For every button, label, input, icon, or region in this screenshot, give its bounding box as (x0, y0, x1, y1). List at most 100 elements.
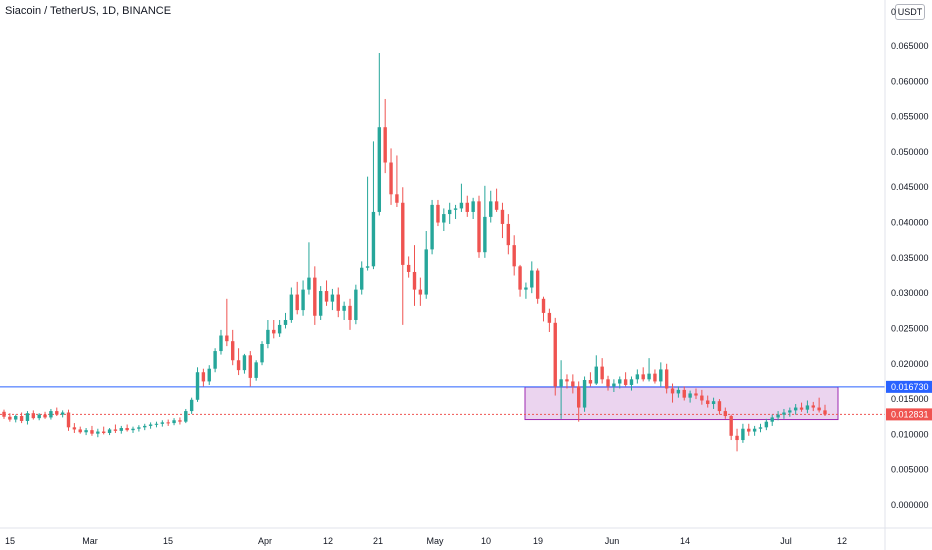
candle-body (782, 412, 786, 415)
y-tick-label-top: 0 (891, 7, 896, 17)
candle-body (336, 294, 340, 311)
candle-body (823, 410, 827, 415)
y-tick-label: 0.050000 (891, 147, 929, 157)
candle-body (706, 400, 710, 405)
candle-body (547, 312, 552, 323)
candle-body (453, 208, 458, 210)
candle-body (676, 389, 681, 394)
candle-body (207, 368, 211, 382)
y-tick-label: 0.000000 (891, 500, 929, 510)
candle-body (8, 416, 12, 420)
x-tick-label: May (426, 536, 444, 546)
candle-body (659, 369, 663, 382)
candle-body (653, 373, 657, 382)
candle-body (96, 431, 100, 434)
price-line-label-bg (886, 380, 932, 393)
candle-body (817, 407, 821, 411)
candle-body (776, 414, 780, 418)
candle-body (793, 407, 798, 411)
candle-body (541, 298, 546, 313)
candle-body (582, 380, 587, 408)
candle-body (594, 366, 598, 384)
candle-body (412, 271, 417, 290)
candle-body (154, 423, 159, 425)
candle-body (195, 372, 200, 400)
candle-body (500, 209, 505, 224)
candle-body (125, 428, 129, 431)
candle-body (483, 216, 487, 253)
candle-body (406, 264, 411, 272)
candle-body (694, 393, 698, 396)
candle-body (494, 201, 499, 210)
candle-body (635, 374, 640, 380)
candle-body (213, 351, 217, 369)
candle-body (201, 372, 206, 382)
candle-body (565, 379, 569, 382)
candle-body (711, 401, 716, 405)
candle-body (107, 429, 112, 433)
candle-body (189, 399, 194, 412)
candle-body (623, 379, 628, 385)
y-tick-label: 0.020000 (891, 359, 929, 369)
candle-body (471, 201, 475, 212)
candle-body (260, 343, 264, 363)
candle-body (389, 162, 393, 195)
candle-body (55, 411, 59, 415)
candle-body (113, 429, 118, 431)
candle-body (430, 204, 434, 250)
y-tick-label: 0.030000 (891, 288, 929, 298)
candle-body (741, 428, 745, 441)
candle-body (682, 389, 686, 398)
candle-body (559, 379, 563, 387)
candle-body (160, 422, 165, 424)
candle-body (612, 383, 616, 387)
candle-body (72, 427, 77, 430)
y-tick-label: 0.015000 (891, 394, 929, 404)
candle-body (348, 305, 352, 320)
candle-body (307, 277, 311, 290)
candle-body (377, 127, 382, 212)
candle-body (148, 424, 153, 426)
candle-body (360, 267, 364, 290)
candle-body (518, 266, 522, 290)
price-line-label: 0.016730 (891, 382, 929, 392)
currency-button[interactable]: USDT (895, 4, 925, 20)
candle-body (66, 412, 71, 428)
candle-body (752, 428, 757, 432)
candle-body (101, 431, 106, 433)
candle-body (131, 428, 135, 431)
candle-body (49, 411, 53, 418)
y-tick-label: 0.040000 (891, 218, 929, 228)
candle-body (688, 393, 692, 398)
candle-body (805, 405, 810, 410)
candle-body (324, 291, 329, 302)
candle-body (37, 414, 41, 419)
candle-body (342, 305, 346, 311)
candle-body (119, 428, 123, 431)
candle-body (618, 379, 622, 384)
candle-body (436, 204, 440, 223)
x-tick-label: Apr (258, 536, 272, 546)
y-tick-label: 0.035000 (891, 253, 929, 263)
x-tick-label: 21 (373, 536, 383, 546)
x-tick-label: Jul (780, 536, 792, 546)
candle-body (395, 194, 399, 203)
candle-body (770, 417, 774, 422)
candle-body (664, 369, 669, 389)
x-tick-label: Mar (82, 536, 98, 546)
y-tick-label: 0.005000 (891, 465, 929, 475)
candle-body (225, 335, 229, 342)
y-tick-label: 0.010000 (891, 429, 929, 439)
candle-body (354, 289, 358, 320)
candle-body (248, 355, 252, 378)
candle-body (330, 294, 335, 302)
candle-body (60, 412, 65, 415)
price-line-label-bg (886, 408, 932, 421)
candle-body (172, 420, 176, 424)
y-tick-label: 0.060000 (891, 76, 929, 86)
candle-body (2, 411, 6, 417)
candle-body (723, 411, 728, 417)
candle-body (506, 223, 511, 246)
